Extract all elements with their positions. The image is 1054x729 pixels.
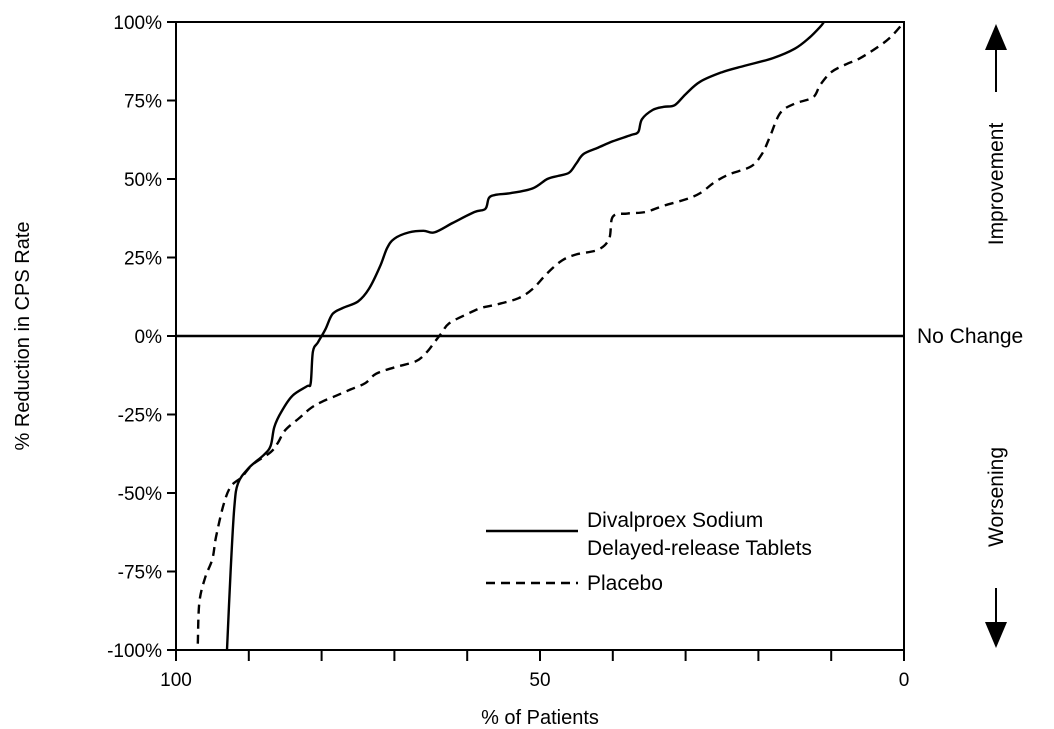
y-tick-label: 50% (124, 170, 162, 191)
series-line-placebo (196, 21, 905, 644)
y-tick-label: 25% (124, 249, 162, 270)
worsening-annotation: Worsening (985, 447, 1008, 648)
y-axis-title: % Reduction in CPS Rate (12, 221, 34, 450)
worsening-label: Worsening (985, 447, 1008, 547)
y-tick-label: 100% (113, 13, 162, 34)
legend-label-divalproex-line2: Delayed-release Tablets (587, 537, 812, 560)
y-tick-label: -25% (118, 406, 162, 427)
no-change-label: No Change (917, 325, 1023, 348)
x-axis-ticks: 100 50 0 (160, 650, 909, 691)
y-axis-ticks: 100% 75% 50% 25% 0% -25% -50% -75% -100% (107, 13, 176, 662)
x-tick-label: 0 (899, 670, 910, 691)
legend-label-divalproex-line1: Divalproex Sodium (587, 509, 763, 532)
y-tick-label: -50% (118, 484, 162, 505)
x-axis-title: % of Patients (481, 707, 599, 729)
legend: Divalproex Sodium Delayed-release Tablet… (486, 509, 812, 595)
series-line-divalproex (225, 21, 825, 651)
x-tick-label: 50 (529, 670, 550, 691)
y-tick-label: 75% (124, 92, 162, 113)
y-tick-label: 0% (135, 327, 163, 348)
improvement-annotation: Improvement (985, 24, 1008, 245)
arrow-down-icon (985, 622, 1007, 648)
arrow-up-icon (985, 24, 1007, 50)
legend-label-placebo: Placebo (587, 572, 663, 595)
y-tick-label: -100% (107, 641, 162, 662)
x-tick-label: 100 (160, 670, 192, 691)
improvement-label: Improvement (985, 123, 1008, 246)
y-tick-label: -75% (118, 563, 162, 584)
